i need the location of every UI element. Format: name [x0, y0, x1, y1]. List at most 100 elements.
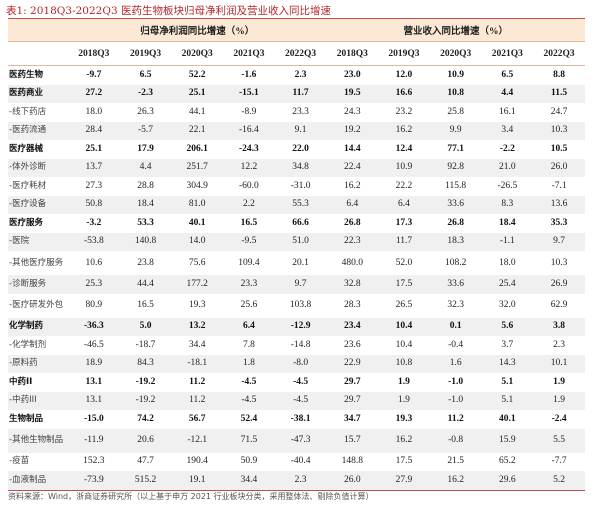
value-cell: -24.3 — [239, 143, 259, 154]
value-cell: 26.8 — [343, 217, 361, 228]
value-cell: 25.8 — [447, 106, 464, 117]
value-cell: 25.6 — [240, 300, 258, 310]
value-cell: 2.3 — [274, 471, 327, 491]
year-header: 2022Q3 — [533, 41, 585, 66]
value-cell: 16.5 — [240, 217, 258, 228]
value-cell: 10.4 — [395, 339, 413, 350]
value-cell: 19.1 — [171, 471, 224, 491]
value-cell: 26.5 — [395, 300, 413, 310]
group-header-revenue: 营业收入同比增速（%） — [326, 18, 585, 42]
value-cell: 12.0 — [395, 69, 413, 80]
value-cell: -38.1 — [290, 413, 311, 424]
value-cell: 1.9 — [533, 391, 585, 410]
value-cell: 66.6 — [292, 217, 309, 228]
value-cell: -46.5 — [83, 339, 104, 350]
row-label: -诊断服务 — [8, 275, 68, 294]
value-cell: 52.0 — [395, 257, 413, 268]
value-cell: 0.1 — [429, 317, 482, 336]
value-cell: -0.4 — [448, 339, 464, 350]
table-row: -其他生物制品 -11.9 20.6 -12.1 71.5 -47.3 15.7 16.2 -0… — [8, 428, 585, 453]
value-cell: 14.4 — [343, 143, 361, 154]
row-label: -体外诊断 — [8, 158, 68, 177]
table-row: -疫苗 152.3 47.7 190.4 50.9 -40.4 148.8 17.5 21.5 6… — [8, 453, 585, 472]
table-row: -中药III 13.1 -19.2 11.2 -4.5 -4.5 29.7 1.9 -1.0 5.… — [8, 391, 585, 410]
value-cell: 80.9 — [85, 300, 103, 310]
value-cell: 152.3 — [83, 456, 105, 467]
value-cell: -1.0 — [448, 376, 464, 387]
value-cell: 10.9 — [378, 158, 430, 177]
row-label: -医疗设备 — [8, 195, 68, 214]
year-header: 2019Q3 — [378, 41, 430, 66]
value-cell: 26.0 — [533, 158, 585, 177]
value-cell: 17.5 — [395, 456, 413, 467]
value-cell: 18.0 — [85, 106, 103, 117]
value-cell: 47.7 — [137, 456, 154, 467]
table-row: 生物制品 -15.0 74.2 56.7 52.4 -38.1 34.7 19.3 11.2 40… — [8, 410, 585, 429]
value-cell: 34.7 — [343, 413, 361, 424]
value-cell: 480.0 — [341, 257, 363, 268]
value-cell: -73.9 — [68, 471, 120, 491]
value-cell: 40.1 — [188, 217, 206, 228]
value-cell: 44.1 — [188, 106, 206, 117]
value-cell: -8.9 — [241, 106, 257, 117]
value-cell: 2.3 — [553, 339, 566, 350]
value-cell: -26.5 — [497, 180, 518, 191]
value-cell: 19.3 — [395, 413, 413, 424]
table-row: -医药流通 28.4 -5.7 22.1 -16.4 9.1 19.2 16.2 9.9 3.4 1… — [8, 121, 585, 140]
corner-cell — [8, 18, 68, 42]
table-row: 医药生物 -9.7 6.5 52.2 -1.6 2.3 23.0 12.0 10.9 6.5 8.8 — [8, 66, 585, 85]
value-cell: 1.9 — [398, 376, 410, 387]
year-header: 2018Q3 — [68, 41, 120, 66]
row-label: 化学制药 — [8, 317, 68, 336]
year-header: 2018Q3 — [326, 41, 379, 66]
value-cell: 33.6 — [429, 195, 482, 214]
value-cell: 23.4 — [326, 317, 379, 336]
value-cell: 29.7 — [326, 391, 379, 410]
value-cell: 9.7 — [533, 232, 585, 251]
value-cell: -9.7 — [86, 69, 102, 80]
value-cell: 75.6 — [188, 257, 206, 268]
value-cell: 11.7 — [274, 84, 327, 103]
value-cell: -7.7 — [551, 456, 567, 467]
table-row: -线下药店 18.0 26.3 44.1 -8.9 23.3 24.3 23.2 25.8 16.… — [8, 103, 585, 122]
value-cell: 4.4 — [119, 158, 172, 177]
value-cell: 25.3 — [68, 275, 120, 294]
value-cell: -7.1 — [551, 180, 567, 191]
value-cell: 15.7 — [326, 428, 379, 453]
value-cell: 26.0 — [326, 471, 379, 491]
group-header-net-profit: 归母净利润同比增速（%） — [68, 18, 327, 42]
value-cell: -19.2 — [119, 391, 172, 410]
value-cell: 4.4 — [481, 84, 534, 103]
value-cell: 8.8 — [553, 69, 566, 80]
value-cell: 5.2 — [533, 471, 585, 491]
table-body: 医药生物 -9.7 6.5 52.2 -1.6 2.3 23.0 12.0 10.9 6.5 8.8… — [8, 66, 585, 491]
row-label: -医院 — [8, 232, 68, 251]
value-cell: 21.5 — [447, 456, 464, 467]
table-row: -医疗耗材 27.3 28.8 304.9 -60.0 -31.0 16.2 22.2 115.… — [8, 177, 585, 196]
table-row: 医药商业 27.2 -2.3 25.1 -15.1 11.7 19.5 16.6 10.8 4.4… — [8, 84, 585, 103]
year-header: 2020Q3 — [429, 41, 482, 66]
value-cell: 13.1 — [85, 376, 103, 387]
value-cell: 6.4 — [378, 195, 430, 214]
value-cell: 27.9 — [378, 471, 430, 491]
value-cell: -53.8 — [68, 232, 120, 251]
value-cell: -60.0 — [239, 180, 259, 191]
year-header: 2020Q3 — [171, 41, 224, 66]
value-cell: 35.3 — [550, 217, 568, 228]
value-cell: 18.9 — [68, 354, 120, 373]
value-cell: 50.8 — [68, 195, 120, 214]
value-cell: -11.9 — [68, 428, 120, 453]
value-cell: -40.4 — [290, 456, 311, 467]
value-cell: 190.4 — [186, 456, 208, 467]
value-cell: 34.4 — [188, 339, 206, 350]
value-cell: 13.6 — [533, 195, 585, 214]
value-cell: 27.2 — [68, 84, 120, 103]
value-cell: 23.0 — [343, 69, 361, 80]
value-cell: 18.0 — [499, 257, 516, 268]
value-cell: 50.9 — [240, 456, 258, 467]
year-header: 2021Q3 — [481, 41, 534, 66]
value-cell: 11.7 — [378, 232, 430, 251]
value-cell: 26.8 — [447, 217, 464, 228]
value-cell: 5.0 — [119, 317, 172, 336]
value-cell: 14.0 — [171, 232, 224, 251]
